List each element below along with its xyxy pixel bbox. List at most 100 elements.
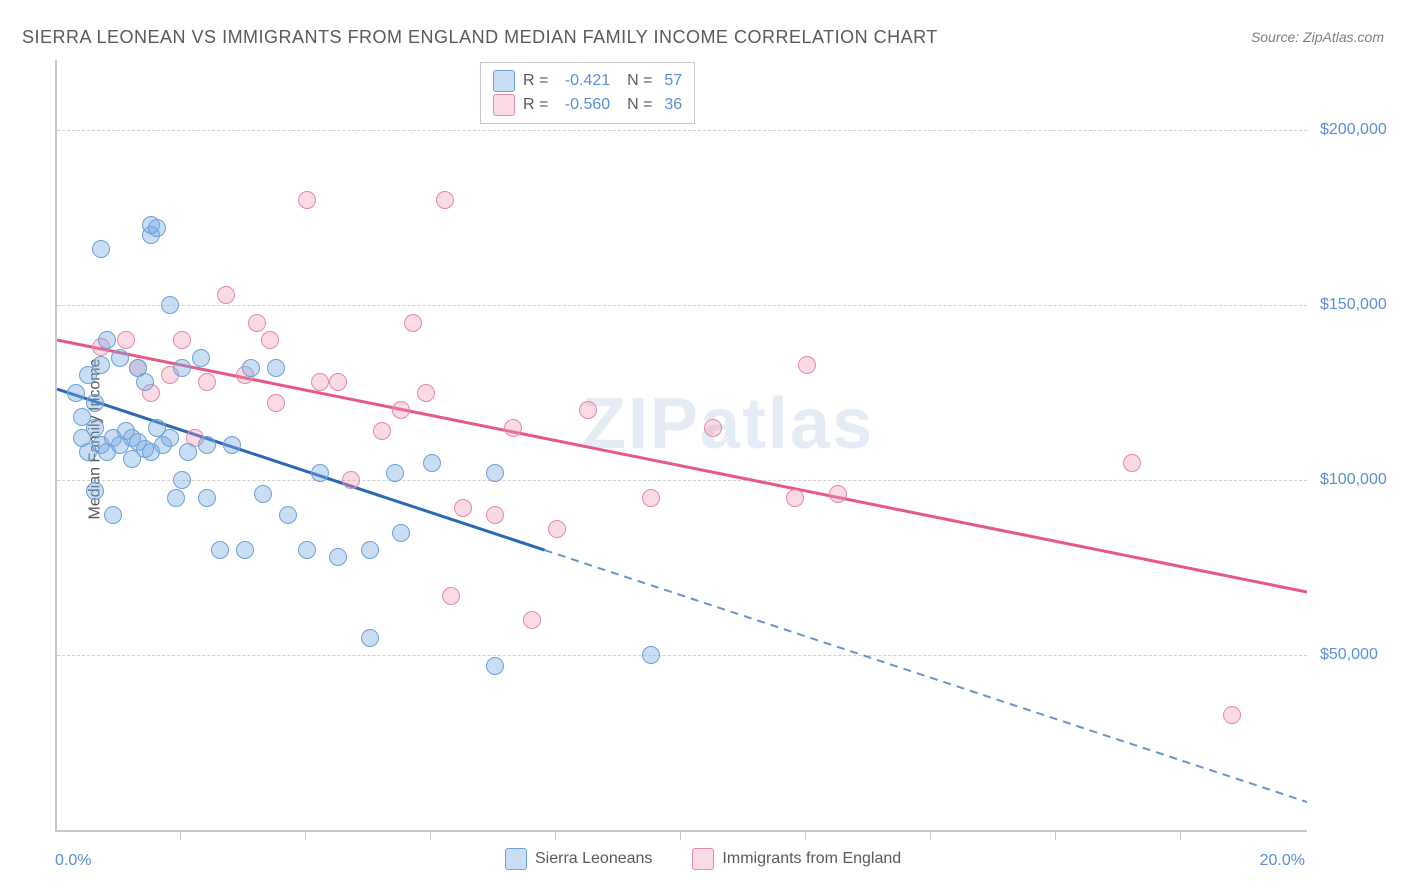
data-point: [67, 384, 85, 402]
legend-r-label: R =: [523, 69, 553, 93]
data-point: [786, 489, 804, 507]
legend-n-label: N =: [618, 93, 652, 117]
data-point: [198, 436, 216, 454]
data-point: [136, 373, 154, 391]
data-point: [167, 489, 185, 507]
data-point: [86, 394, 104, 412]
x-tick-label: 20.0%: [1260, 852, 1305, 870]
y-tick-label: $200,000: [1320, 121, 1387, 139]
legend-r-value: -0.421: [565, 69, 610, 93]
x-tick: [1055, 830, 1056, 840]
data-point: [386, 464, 404, 482]
grid-line: [57, 655, 1307, 656]
data-point: [548, 520, 566, 538]
data-point: [1223, 706, 1241, 724]
legend-swatch: [493, 94, 515, 116]
data-point: [404, 314, 422, 332]
legend-r-value: -0.560: [565, 93, 610, 117]
data-point: [392, 401, 410, 419]
data-point: [236, 541, 254, 559]
data-point: [1123, 454, 1141, 472]
data-point: [298, 541, 316, 559]
data-point: [486, 464, 504, 482]
x-tick: [180, 830, 181, 840]
data-point: [423, 454, 441, 472]
y-tick-label: $150,000: [1320, 296, 1387, 314]
regression-line-dashed: [545, 550, 1308, 802]
data-point: [117, 331, 135, 349]
data-point: [92, 240, 110, 258]
data-point: [192, 349, 210, 367]
data-point: [173, 471, 191, 489]
data-point: [361, 541, 379, 559]
legend-swatch: [692, 848, 714, 870]
data-point: [392, 524, 410, 542]
data-point: [486, 506, 504, 524]
data-point: [642, 646, 660, 664]
data-point: [248, 314, 266, 332]
data-point: [442, 587, 460, 605]
legend-n-value: 57: [664, 69, 682, 93]
data-point: [161, 296, 179, 314]
x-tick: [1180, 830, 1181, 840]
data-point: [98, 331, 116, 349]
data-point: [829, 485, 847, 503]
data-point: [104, 506, 122, 524]
legend-swatch: [505, 848, 527, 870]
data-point: [311, 373, 329, 391]
data-point: [111, 349, 129, 367]
data-point: [329, 373, 347, 391]
grid-line: [57, 130, 1307, 131]
data-point: [92, 356, 110, 374]
legend-row: R = -0.560 N = 36: [493, 93, 682, 117]
chart-header: SIERRA LEONEAN VS IMMIGRANTS FROM ENGLAN…: [22, 22, 1384, 52]
x-tick: [930, 830, 931, 840]
regression-line-solid: [57, 389, 545, 550]
legend-n-value: 36: [664, 93, 682, 117]
data-point: [311, 464, 329, 482]
legend-series-name: Sierra Leoneans: [535, 850, 652, 868]
data-point: [254, 485, 272, 503]
legend-item: Immigrants from England: [692, 848, 901, 870]
data-point: [417, 384, 435, 402]
data-point: [179, 443, 197, 461]
data-point: [373, 422, 391, 440]
data-point: [279, 506, 297, 524]
data-point: [504, 419, 522, 437]
data-point: [523, 611, 541, 629]
data-point: [704, 419, 722, 437]
data-point: [242, 359, 260, 377]
grid-line: [57, 480, 1307, 481]
data-point: [329, 548, 347, 566]
grid-line: [57, 305, 1307, 306]
data-point: [298, 191, 316, 209]
data-point: [198, 489, 216, 507]
legend-n-label: N =: [618, 69, 652, 93]
data-point: [223, 436, 241, 454]
data-point: [86, 419, 104, 437]
plot-area: ZIPatlas: [55, 60, 1307, 832]
data-point: [436, 191, 454, 209]
data-point: [642, 489, 660, 507]
correlation-legend: R = -0.421 N = 57 R = -0.560 N = 36: [480, 62, 695, 124]
regression-lines: [57, 60, 1307, 830]
data-point: [342, 471, 360, 489]
data-point: [261, 331, 279, 349]
x-tick: [680, 830, 681, 840]
data-point: [148, 219, 166, 237]
x-tick: [430, 830, 431, 840]
x-tick-label: 0.0%: [55, 852, 91, 870]
chart-title: SIERRA LEONEAN VS IMMIGRANTS FROM ENGLAN…: [22, 27, 938, 48]
data-point: [161, 429, 179, 447]
y-tick-label: $50,000: [1320, 646, 1378, 664]
legend-r-label: R =: [523, 93, 553, 117]
x-tick: [305, 830, 306, 840]
data-point: [217, 286, 235, 304]
data-point: [798, 356, 816, 374]
data-point: [267, 394, 285, 412]
data-point: [211, 541, 229, 559]
data-point: [486, 657, 504, 675]
y-tick-label: $100,000: [1320, 471, 1387, 489]
data-point: [579, 401, 597, 419]
legend-item: Sierra Leoneans: [505, 848, 652, 870]
